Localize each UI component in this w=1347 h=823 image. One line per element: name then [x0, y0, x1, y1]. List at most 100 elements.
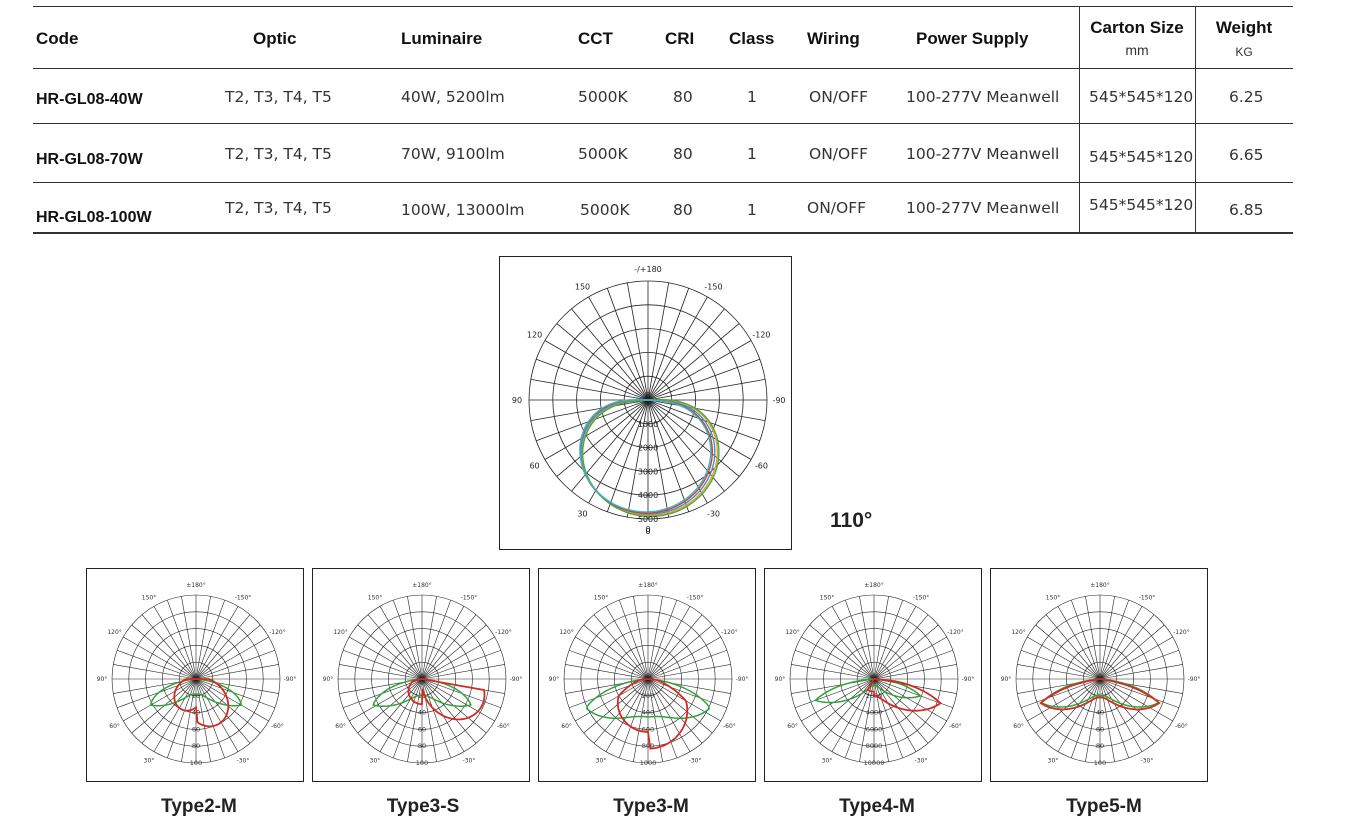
small-radial-label: 10000 — [864, 759, 885, 767]
header-weight-unit: KG — [1235, 45, 1253, 59]
small-angle-label: 150° — [142, 595, 156, 602]
vertical-plane-curve — [407, 678, 486, 721]
polar-spoke — [1045, 678, 1101, 744]
polar-spoke — [873, 678, 939, 734]
small-angle-label: ±180° — [1090, 582, 1109, 589]
polar-spoke — [626, 282, 649, 401]
polar-spoke — [1085, 596, 1101, 680]
polar-spoke — [1099, 649, 1180, 680]
small-angle-label: -90° — [736, 676, 749, 683]
polar-spoke — [195, 614, 251, 680]
polar-spoke — [647, 599, 678, 680]
small-angle-label: 120° — [333, 629, 347, 636]
polar-spoke — [195, 678, 269, 722]
polar-type3-s-svg: ±180° 150° 120° 90° 60° 30° -30° -60° -90° -120° -… — [323, 582, 523, 767]
polar-spoke — [801, 678, 875, 722]
row2-class: 1 — [747, 145, 757, 163]
row3-carton-size: 545*545*120 — [1089, 196, 1194, 214]
polar-spoke — [819, 614, 875, 680]
row1-power-supply: 100-277V Meanwell — [906, 88, 1060, 106]
small-angle-label: ±180° — [638, 582, 657, 589]
main-polar-diagram: -/+180 150 120 90 60 30 0 -30 -60 -90 -120 -150 0 10… — [499, 256, 792, 550]
row1-weight: 6.25 — [1229, 88, 1264, 106]
table-col-divider — [1195, 6, 1196, 234]
polar-spoke — [536, 358, 649, 401]
polar-spoke — [647, 649, 728, 680]
polar-spoke — [1085, 678, 1101, 762]
small-angle-label: 150° — [594, 595, 608, 602]
header-code: Code — [36, 29, 79, 48]
small-angle-label: 90° — [549, 676, 560, 683]
row3-class: 1 — [747, 201, 757, 219]
polar-spoke — [421, 664, 505, 680]
polar-spoke — [123, 678, 197, 722]
polar-spoke — [1099, 614, 1155, 680]
polar-spoke — [195, 649, 276, 680]
row3-power-supply: 100-277V Meanwell — [906, 199, 1060, 217]
polar-spoke — [421, 624, 487, 680]
row2-wiring: ON/OFF — [809, 145, 869, 163]
small-radial-label: 800 — [642, 742, 654, 750]
polar-spoke — [809, 678, 875, 734]
angle-label: -90 — [772, 396, 785, 405]
polar-spoke — [873, 614, 929, 680]
small-radial-label: 400 — [642, 709, 654, 717]
polar-type5-m: ±180° 150° 120° 90° 60° 30° -30° -60° -90° -120° -… — [990, 568, 1208, 782]
small-angle-label: 150° — [820, 595, 834, 602]
table-row-rule — [33, 123, 1293, 124]
polar-type4-m: ±180° 150° 120° 90° 60° 30° -30° -60° -90° -120° -… — [764, 568, 982, 782]
row2-cri: 80 — [673, 145, 693, 163]
polar-spoke — [571, 308, 649, 401]
small-angle-label: -60° — [723, 723, 736, 730]
horizontal-plane-curve — [813, 678, 922, 704]
polar-spoke — [1099, 596, 1115, 680]
small-angle-label: -60° — [949, 723, 962, 730]
type2-m-label: Type2-M — [161, 796, 237, 817]
header-cri: CRI — [665, 29, 695, 48]
polar-spoke — [195, 664, 279, 680]
small-angle-label: -120° — [721, 629, 738, 636]
type5-m-label: Type5-M — [1066, 796, 1142, 817]
polar-spoke — [568, 678, 649, 709]
horizontal-plane-curve — [149, 678, 243, 707]
small-radial-label: 60 — [1096, 725, 1104, 733]
polar-spoke — [873, 678, 904, 759]
small-polar-grid — [111, 594, 281, 764]
small-angle-label: 30° — [1048, 757, 1059, 764]
small-polar-grid — [1015, 594, 1185, 764]
polar-spoke — [195, 678, 251, 744]
polar-spoke — [647, 624, 713, 680]
small-radial-label: 40 — [1096, 709, 1104, 717]
small-angle-label: 90° — [323, 676, 334, 683]
small-angle-label: 60° — [1013, 723, 1024, 730]
polar-spoke — [181, 678, 197, 762]
polar-spoke — [1099, 599, 1130, 680]
main-polar-grid — [528, 280, 768, 520]
polar-spoke — [873, 596, 889, 680]
small-angle-label: 90° — [775, 676, 786, 683]
polar-spoke — [421, 678, 495, 722]
polar-spoke — [342, 649, 423, 680]
small-angle-label: 120° — [107, 629, 121, 636]
polar-spoke — [859, 678, 875, 762]
angle-label: 30 — [577, 509, 587, 518]
polar-spoke — [791, 664, 875, 680]
polar-type3-s: ±180° 150° 120° 90° 60° 30° -30° -60° -90° -120° -… — [312, 568, 530, 782]
small-angle-label: 60° — [561, 723, 572, 730]
small-polar-grid — [789, 594, 959, 764]
row2-code: HR-GL08-70W — [36, 151, 143, 168]
small-angle-label: 60° — [109, 723, 120, 730]
angle-label: 0 — [645, 527, 650, 536]
type3-s-label: Type3-S — [386, 796, 460, 817]
polar-type5-m-svg: ±180° 150° 120° 90° 60° 30° -30° -60° -90° -120° -… — [1001, 582, 1201, 767]
polar-spoke — [647, 378, 766, 401]
polar-spoke — [1099, 678, 1180, 709]
vertical-plane-curve — [616, 678, 689, 750]
polar-spoke — [618, 678, 649, 759]
polar-spoke — [1099, 624, 1165, 680]
polar-spoke — [873, 664, 957, 680]
polar-spoke — [1035, 624, 1101, 680]
polar-spoke — [379, 678, 423, 752]
polar-spoke — [831, 606, 875, 680]
polar-type2-m-svg: ±180° 150° 120° 90° 60° 30° -30° -60° -90° -120° -… — [97, 582, 297, 767]
